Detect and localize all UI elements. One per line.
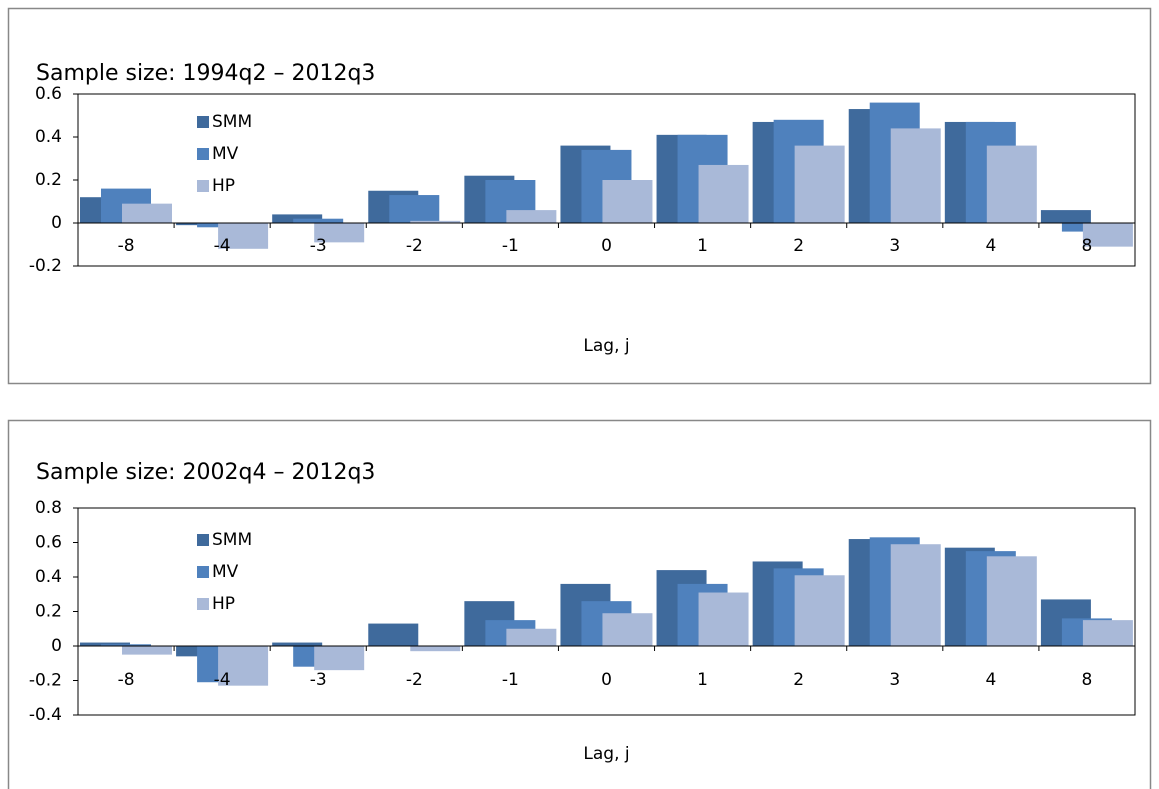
y-tick-label: 0 xyxy=(51,213,62,233)
bar xyxy=(506,628,557,646)
y-tick-label: 0.4 xyxy=(35,127,62,147)
x-tick-label: -1 xyxy=(502,236,519,256)
legend-label: HP xyxy=(212,176,235,196)
y-tick-label: -0.4 xyxy=(29,705,62,725)
y-tick-label: -0.2 xyxy=(29,256,62,276)
bar xyxy=(314,223,365,243)
bar xyxy=(410,220,461,223)
bar xyxy=(272,642,323,646)
y-tick-label: 0.8 xyxy=(35,498,62,518)
x-tick-label: 3 xyxy=(889,236,900,256)
y-tick-label: 0 xyxy=(51,636,62,656)
x-tick-label: -3 xyxy=(310,236,327,256)
bar xyxy=(890,128,941,223)
x-tick-label: 0 xyxy=(601,670,612,690)
legend-swatch xyxy=(197,534,209,546)
bar xyxy=(410,646,461,652)
x-tick-label: -1 xyxy=(502,670,519,690)
x-tick-label: -8 xyxy=(118,236,135,256)
x-axis-label: Lag, j xyxy=(583,744,629,764)
bar xyxy=(293,218,344,223)
y-tick-label: 0.2 xyxy=(35,602,62,622)
legend-label: MV xyxy=(212,144,239,164)
bar xyxy=(101,644,151,646)
legend-swatch xyxy=(197,148,209,160)
plot-frame xyxy=(77,93,1136,267)
y-tick-label: 0.4 xyxy=(35,567,62,587)
legend-swatch xyxy=(197,116,209,128)
y-tick-label: 0.2 xyxy=(35,170,62,190)
bar xyxy=(986,556,1037,646)
legend-label: MV xyxy=(212,562,239,582)
bar xyxy=(602,613,653,646)
chart-title: Sample size: 2002q4 – 2012q3 xyxy=(36,460,375,485)
x-tick-label: 2 xyxy=(793,236,804,256)
legend-swatch xyxy=(197,566,209,578)
bar xyxy=(314,646,365,671)
bar xyxy=(218,646,269,686)
plot-frame xyxy=(77,507,1136,716)
y-tick-label: 0.6 xyxy=(35,84,62,104)
legend-swatch xyxy=(197,180,209,192)
x-tick-label: -3 xyxy=(310,670,327,690)
legend-label: SMM xyxy=(212,112,252,132)
legend-label: SMM xyxy=(212,530,252,550)
x-tick-label: -8 xyxy=(118,670,135,690)
chart-frame xyxy=(7,419,1152,789)
x-tick-label: 0 xyxy=(601,236,612,256)
x-tick-label: 2 xyxy=(793,670,804,690)
x-tick-label: 1 xyxy=(697,236,708,256)
x-tick-label: -2 xyxy=(406,236,423,256)
legend-swatch xyxy=(197,598,209,610)
x-tick-label: -4 xyxy=(214,236,231,256)
bar xyxy=(1082,223,1133,247)
chart-title: Sample size: 1994q2 – 2012q3 xyxy=(36,61,375,86)
x-tick-label: 8 xyxy=(1082,670,1093,690)
bar xyxy=(1082,620,1133,646)
bar xyxy=(122,646,172,655)
bar xyxy=(506,210,557,223)
x-tick-label: 3 xyxy=(889,670,900,690)
bar xyxy=(698,592,749,646)
bar xyxy=(122,203,172,223)
x-axis-label: Lag, j xyxy=(583,336,629,356)
bar xyxy=(602,180,653,223)
bar xyxy=(698,164,749,223)
bar xyxy=(890,544,941,646)
bar xyxy=(794,145,845,223)
x-tick-label: 4 xyxy=(985,670,996,690)
bar xyxy=(218,223,269,249)
y-tick-label: 0.6 xyxy=(35,533,62,553)
x-tick-label: -2 xyxy=(406,670,423,690)
bar xyxy=(986,145,1037,223)
y-tick-label: -0.2 xyxy=(29,671,62,691)
legend-label: HP xyxy=(212,594,235,614)
chart-frame xyxy=(7,7,1152,385)
x-tick-label: 4 xyxy=(985,236,996,256)
x-tick-label: 8 xyxy=(1082,236,1093,256)
x-tick-label: 1 xyxy=(697,670,708,690)
x-tick-label: -4 xyxy=(214,670,231,690)
bar xyxy=(389,195,440,223)
bar xyxy=(368,623,419,646)
bar xyxy=(1040,210,1091,223)
bar xyxy=(794,575,845,646)
